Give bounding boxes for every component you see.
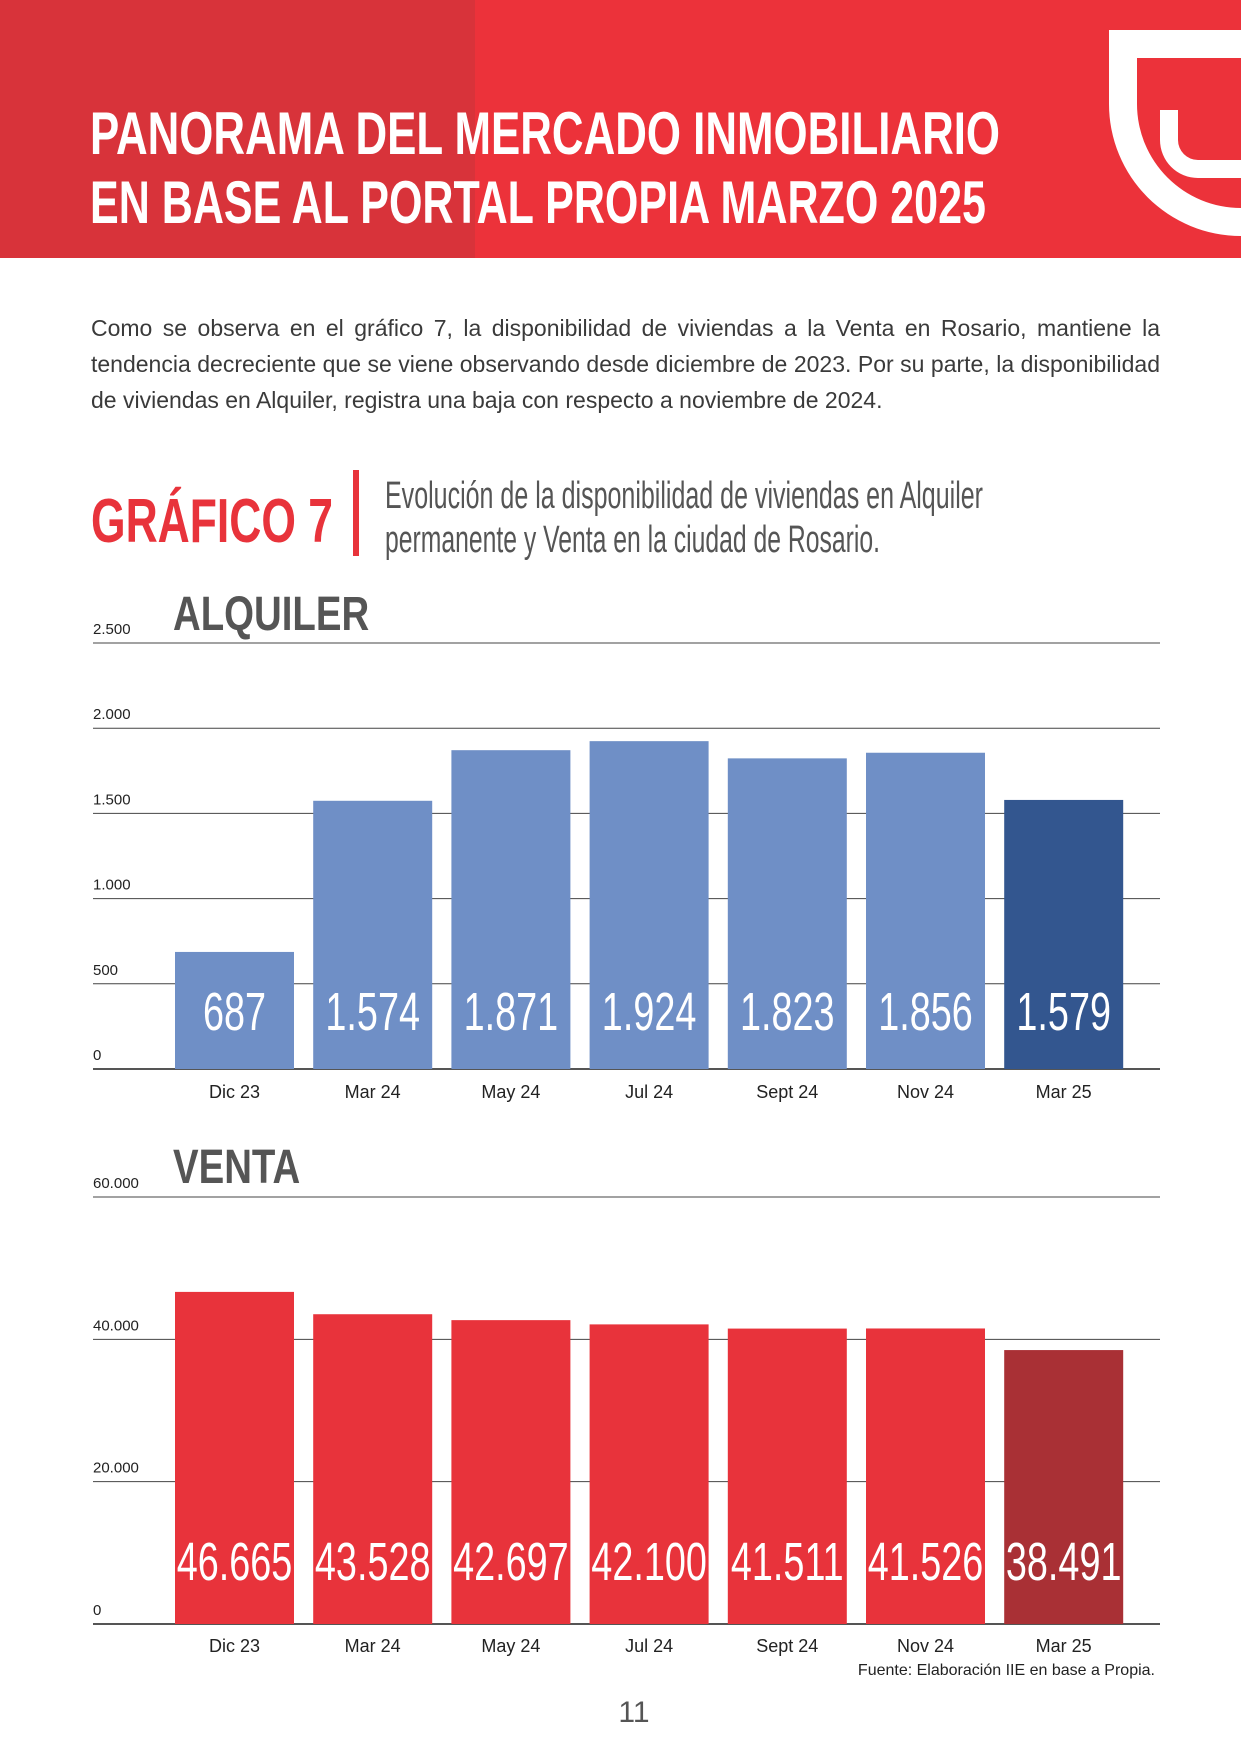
y-tick-label: 60.000 — [93, 1175, 139, 1192]
value-label: 42.697 — [453, 1531, 569, 1591]
y-tick-label: 40.000 — [93, 1317, 139, 1334]
value-label: 1.574 — [325, 981, 420, 1041]
chart-title: VENTA — [173, 1141, 300, 1194]
value-label: 1.579 — [1016, 981, 1111, 1041]
bar — [175, 1291, 294, 1624]
figure-divider — [353, 470, 359, 556]
logo — [1109, 30, 1241, 236]
x-tick-label: Jul 24 — [625, 1636, 673, 1656]
value-label: 1.871 — [464, 981, 559, 1041]
figure-caption: permanente y Venta en la ciudad de Rosar… — [385, 519, 880, 561]
x-tick-label: Mar 24 — [345, 1082, 401, 1102]
bar — [866, 1328, 985, 1624]
bar — [451, 750, 571, 1069]
x-tick-label: Dic 23 — [209, 1082, 260, 1102]
x-tick-label: May 24 — [481, 1636, 540, 1656]
value-label: 38.491 — [1006, 1531, 1122, 1591]
header-title: EN BASE AL PORTAL PROPIA MARZO 2025 — [90, 169, 986, 236]
page-number: 11 — [618, 1696, 649, 1729]
y-tick-label: 1.000 — [93, 877, 131, 894]
y-tick-label: 0 — [93, 1047, 101, 1064]
header-title: PANORAMA DEL MERCADO INMOBILIARIO — [90, 100, 1000, 167]
x-tick-label: May 24 — [481, 1082, 540, 1102]
value-label: 687 — [203, 981, 266, 1041]
bar — [727, 758, 847, 1069]
bar — [727, 1328, 847, 1624]
value-label: 42.100 — [591, 1531, 707, 1591]
bar — [313, 1314, 433, 1624]
x-tick-label: Mar 25 — [1036, 1636, 1092, 1656]
bar — [589, 741, 709, 1069]
figure-caption: Evolución de la disponibilidad de vivien… — [385, 475, 983, 517]
x-tick-label: Sept 24 — [756, 1082, 818, 1102]
x-tick-label: Nov 24 — [897, 1082, 954, 1102]
x-tick-label: Dic 23 — [209, 1636, 260, 1656]
y-tick-label: 0 — [93, 1602, 101, 1619]
value-label: 43.528 — [315, 1531, 431, 1591]
body-paragraph: Como se observa en el gráfico 7, la disp… — [91, 315, 1160, 413]
x-tick-label: Mar 25 — [1036, 1082, 1092, 1102]
y-tick-label: 20.000 — [93, 1460, 139, 1477]
value-label: 1.823 — [740, 981, 835, 1041]
bar — [175, 951, 294, 1069]
figure-label: GRÁFICO 7 — [91, 487, 333, 556]
x-tick-label: Nov 24 — [897, 1636, 954, 1656]
y-tick-label: 2.500 — [93, 621, 131, 638]
y-tick-label: 1.500 — [93, 791, 131, 808]
x-tick-label: Jul 24 — [625, 1082, 673, 1102]
x-tick-label: Sept 24 — [756, 1636, 818, 1656]
bar — [589, 1324, 709, 1624]
x-tick-label: Mar 24 — [345, 1636, 401, 1656]
y-tick-label: 500 — [93, 962, 118, 979]
value-label: 46.665 — [177, 1531, 293, 1591]
header-accent — [0, 0, 475, 258]
value-label: 41.526 — [868, 1531, 984, 1591]
chart-title: ALQUILER — [173, 588, 369, 641]
value-label: 1.856 — [878, 981, 973, 1041]
source-note: Fuente: Elaboración IIE en base a Propia… — [858, 1662, 1155, 1679]
value-label: 41.511 — [731, 1531, 844, 1591]
bar — [866, 752, 985, 1069]
bar — [451, 1320, 571, 1624]
logo-inner — [1160, 110, 1241, 178]
value-label: 1.924 — [602, 981, 697, 1041]
bar — [313, 800, 433, 1069]
bar — [1004, 1350, 1124, 1624]
y-tick-label: 2.000 — [93, 706, 131, 723]
bar — [1004, 799, 1124, 1069]
